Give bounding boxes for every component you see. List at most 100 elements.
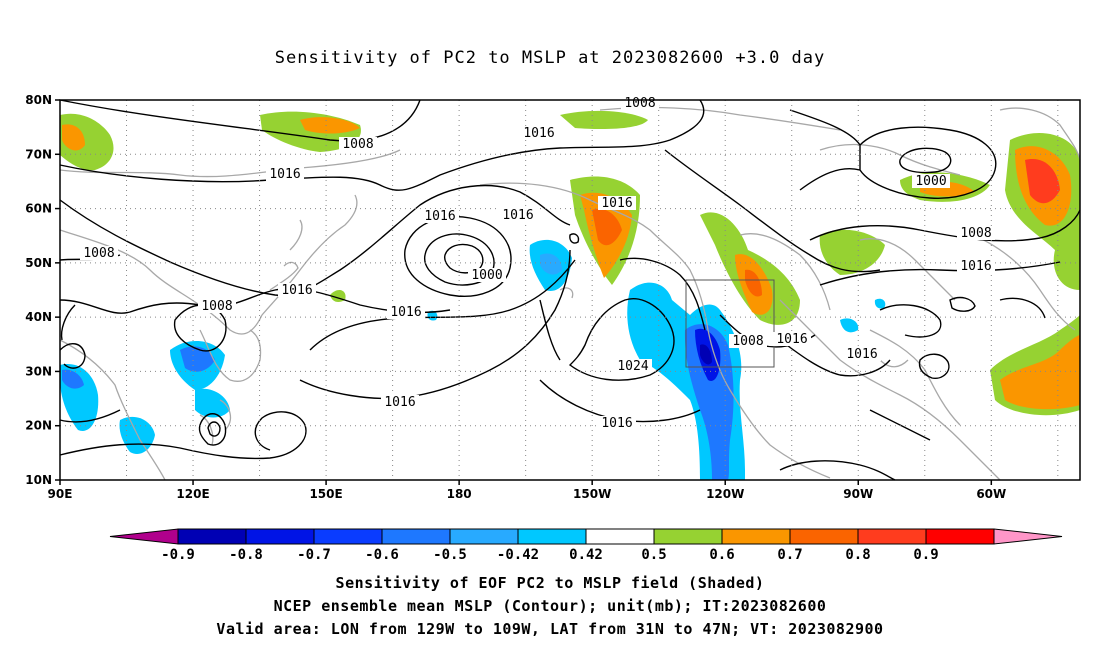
contour-label: 1008 <box>624 96 655 111</box>
lat-label: 70N <box>25 147 52 161</box>
colorbar-label: 0.7 <box>777 547 802 563</box>
negative-region-blue <box>684 324 734 480</box>
colorbar-label: -0.5 <box>433 547 467 563</box>
colorbar-max-arrow <box>993 528 1063 545</box>
colorbar-segment <box>721 528 791 545</box>
contour-label-bg <box>520 126 558 140</box>
contour-label-bg <box>278 283 316 297</box>
positive-region-red <box>1025 159 1060 204</box>
isobar-contours <box>59 99 1081 481</box>
colorbar-segment <box>313 528 383 545</box>
colorbar-min-arrow <box>109 528 179 545</box>
contour-label: 1016 <box>424 209 455 224</box>
colorbar-label: -0.42 <box>497 547 539 563</box>
lon-label: 120W <box>706 487 744 501</box>
negative-region-cyan <box>427 310 438 321</box>
lat-label: 40N <box>25 310 52 324</box>
colorbar: -0.9 -0.8 -0.7 -0.6 -0.5 -0.42 0.42 0.5 0.6 0.7 0.… <box>109 528 1063 563</box>
contour-label-bg <box>729 334 767 348</box>
contour-label-bg <box>912 174 950 188</box>
contour-label-bg <box>773 332 811 346</box>
contour-label-bg <box>468 268 506 282</box>
positive-region-red <box>592 208 622 246</box>
colorbar-segment <box>449 528 519 545</box>
colorbar-segment <box>517 528 587 545</box>
positive-region-orange <box>300 117 360 134</box>
footer-line-1: Sensitivity of EOF PC2 to MSLP field (Sh… <box>335 574 765 592</box>
negative-region-cyan <box>840 318 859 333</box>
contour-label: 1016 <box>502 208 533 223</box>
map-title: Sensitivity of PC2 to MSLP at 2023082600… <box>274 48 826 68</box>
lat-label: 80N <box>25 93 52 107</box>
colorbar-label: -0.8 <box>229 547 263 563</box>
contour-label: 1016 <box>269 167 300 182</box>
contour-label-bg <box>843 347 881 361</box>
contour-label-bg <box>957 259 995 273</box>
contour-label-bg <box>957 226 995 240</box>
colorbar-label: -0.7 <box>297 547 331 563</box>
contour-label: 1016 <box>960 259 991 274</box>
negative-region-blue <box>540 253 562 275</box>
negative-region-blue <box>62 369 84 389</box>
contour-label: 1008 <box>201 299 232 314</box>
colorbar-segment <box>585 528 655 545</box>
colorbar-label: 0.42 <box>569 547 603 563</box>
colorbar-segment <box>381 528 451 545</box>
contour-label: 1016 <box>384 395 415 410</box>
negative-region-darkblue <box>700 344 712 365</box>
colorbar-segment <box>177 528 247 545</box>
colorbar-segment <box>925 528 995 545</box>
colorbar-label: -0.6 <box>365 547 399 563</box>
map-frame <box>59 99 1081 481</box>
colorbar-segment <box>245 528 315 545</box>
contour-label: 1008 <box>960 226 991 241</box>
lon-label: 90E <box>48 487 73 501</box>
colorbar-label: 0.5 <box>641 547 666 563</box>
colorbar-segment <box>789 528 859 545</box>
gridlines <box>60 100 1080 480</box>
contour-label-bg <box>80 246 118 260</box>
contour-label: 1016 <box>390 305 421 320</box>
contour-label: 1016 <box>523 126 554 141</box>
positive-region-green <box>560 110 648 130</box>
contour-label: 1016 <box>601 196 632 211</box>
positive-region-orange <box>1000 335 1080 410</box>
negative-region-cyan <box>874 298 886 309</box>
negative-region-cyan <box>195 388 230 418</box>
contour-label-bg <box>381 395 419 409</box>
lat-label: 30N <box>25 364 52 378</box>
lon-label: 90W <box>843 487 873 501</box>
contour-label-bg <box>339 137 377 151</box>
footer-line-2: NCEP ensemble mean MSLP (Contour); unit(… <box>273 597 827 615</box>
negative-region-blue <box>180 346 215 372</box>
contour-label: 1000 <box>471 268 502 283</box>
lon-label: 150E <box>309 487 342 501</box>
contour-label: 1024 <box>617 359 648 374</box>
contour-label-bg <box>598 416 636 430</box>
contour-label-bg <box>198 299 236 313</box>
contour-label-bg <box>266 167 304 181</box>
contour-label: 1000 <box>915 174 946 189</box>
colorbar-label: 0.9 <box>913 547 938 563</box>
contour-label-bg <box>499 208 537 222</box>
contour-label-bg <box>421 209 459 223</box>
lat-label: 60N <box>25 202 52 216</box>
lon-label: 150W <box>573 487 611 501</box>
lat-label: 10N <box>25 473 52 487</box>
contour-label-bg <box>387 305 425 319</box>
contour-label: 1016 <box>846 347 877 362</box>
positive-region-red <box>745 269 762 297</box>
footer-line-3: Valid area: LON from 129W to 109W, LAT f… <box>216 620 884 638</box>
valid-area-box <box>685 279 775 368</box>
positive-region-orange <box>62 124 85 151</box>
contour-label: 1016 <box>776 332 807 347</box>
lat-label: 50N <box>25 256 52 270</box>
positive-region-green <box>819 229 885 275</box>
lon-label: 180 <box>447 487 472 501</box>
colorbar-label: 0.6 <box>709 547 734 563</box>
contour-label: 1016 <box>281 283 312 298</box>
contour-label: 1008 <box>342 137 373 152</box>
contour-label-bg <box>614 359 652 373</box>
contour-label: 1008 <box>732 334 763 349</box>
